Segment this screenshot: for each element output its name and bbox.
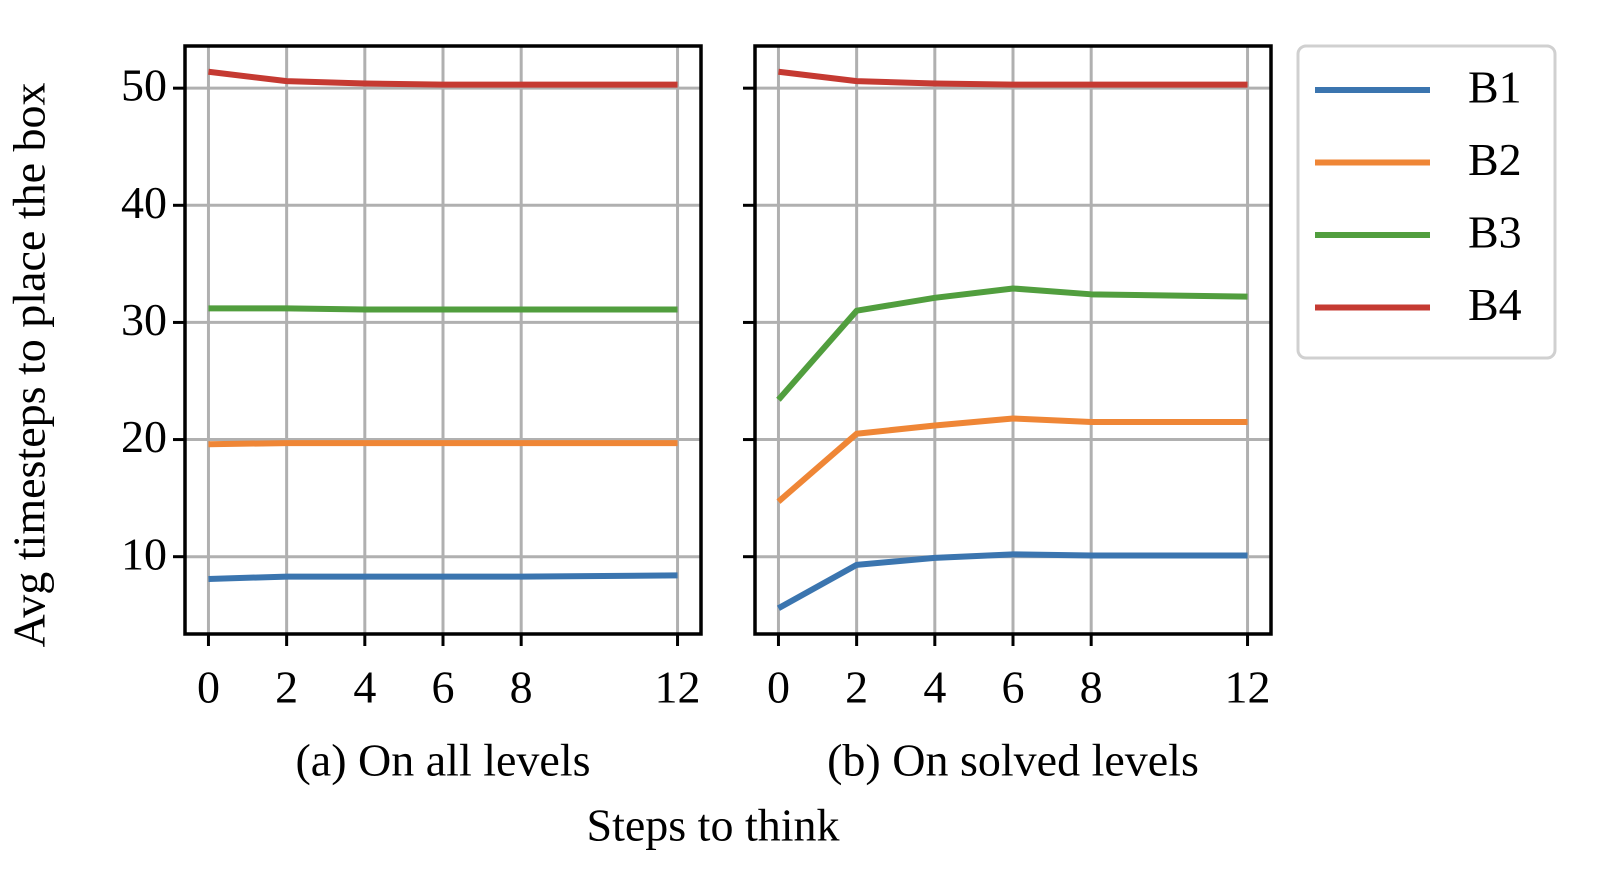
legend-label: B1: [1468, 62, 1522, 113]
legend-label: B4: [1468, 279, 1522, 330]
x-axis-label: Steps to think: [586, 800, 839, 851]
y-tick-label: 50: [121, 60, 167, 111]
legend-label: B3: [1468, 207, 1522, 258]
x-tick-label: 6: [1002, 662, 1025, 713]
legend-label: B2: [1468, 134, 1522, 185]
x-tick-label: 4: [353, 662, 376, 713]
y-tick-label: 30: [121, 294, 167, 345]
x-tick-label: 8: [1080, 662, 1103, 713]
line-series: [777, 551, 1248, 611]
plot-frame: [753, 44, 1273, 636]
x-tick-label: 6: [432, 662, 455, 713]
line-series: [208, 305, 678, 313]
line-series: [208, 440, 678, 448]
x-tick-label: 8: [510, 662, 533, 713]
legend-frame: [1296, 44, 1557, 360]
x-tick-label: 0: [197, 662, 220, 713]
x-tick-label: 0: [767, 662, 790, 713]
x-tick-label: 4: [923, 662, 946, 713]
y-axis-label: Avg timesteps to place the box: [4, 82, 55, 647]
plot-frame: [183, 44, 703, 636]
line-series: [208, 68, 678, 88]
y-tick-label: 10: [121, 528, 167, 579]
line-series: [776, 415, 1248, 504]
x-tick-label: 12: [655, 662, 701, 713]
line-series: [208, 572, 678, 582]
legend: B1 B2 B3 B4: [1296, 44, 1557, 360]
y-tick-label: 40: [121, 177, 167, 228]
y-tick-label: 20: [121, 411, 167, 462]
x-tick-label: 2: [275, 662, 298, 713]
subplot-title: (a) On all levels: [295, 735, 590, 786]
x-tick-label: 2: [845, 662, 868, 713]
line-series: [778, 68, 1248, 88]
line-series: [776, 285, 1248, 402]
x-tick-label: 12: [1225, 662, 1271, 713]
subplot-title: (b) On solved levels: [827, 735, 1199, 786]
